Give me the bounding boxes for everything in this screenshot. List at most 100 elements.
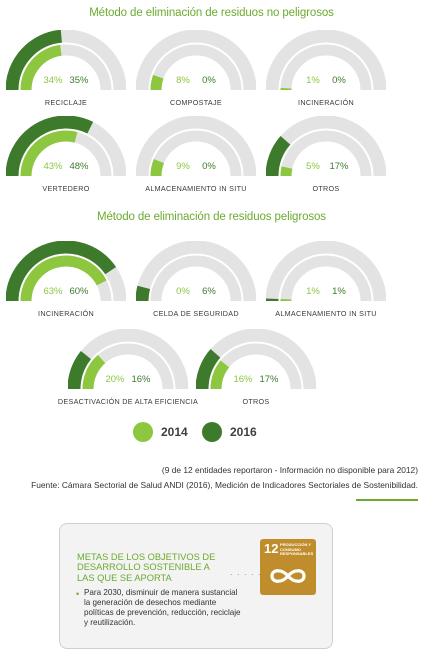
gauge-category-label: DESACTIVACIÓN DE ALTA EFICIENCIA [57, 397, 199, 406]
sdg-number: 12 [264, 541, 279, 556]
gauge-track-outer [136, 116, 256, 177]
gauge: 43% 48% VERTEDERO [6, 116, 126, 196]
gauge-track-outer [266, 241, 386, 302]
gauge-arc-2014 [82, 354, 106, 390]
title-no-peligrosos: Método de eliminación de residuos no pel… [89, 7, 334, 19]
note-entidades: (9 de 12 entidades reportaron - Informac… [161, 465, 418, 475]
legend: 2014 2016 [0, 422, 423, 446]
legend-2016: 2016 [202, 422, 257, 442]
value-2016: 6% [202, 286, 216, 297]
value-2014: 9% [176, 161, 190, 172]
gauge-svg: 20% 16% [68, 329, 188, 390]
value-2014: 5% [306, 161, 320, 172]
gauge-track-inner [210, 343, 302, 390]
gauge-track-outer [266, 30, 386, 91]
gauge-arc-2016 [196, 349, 221, 390]
gauge-svg: 9% 0% [136, 116, 256, 177]
value-2014: 16% [233, 374, 253, 385]
sdg-box-title: METAS DE LOS OBJETIVOS DE DESARROLLO SOS… [77, 552, 216, 583]
gauge-arc-2016 [266, 136, 291, 177]
gauge-track-inner [150, 130, 242, 177]
gauge-svg: 0% 6% [136, 241, 256, 302]
gauge-arc-2014 [20, 130, 78, 177]
value-2014: 1% [306, 286, 320, 297]
sdg-targets-box: METAS DE LOS OBJETIVOS DE DESARROLLO SOS… [59, 523, 333, 649]
gauge-svg: 1% 1% [266, 241, 386, 302]
legend-2016-swatch [202, 422, 222, 442]
gauge-track-inner [280, 130, 372, 177]
value-2016: 0% [332, 75, 346, 86]
gauge-track-outer [136, 241, 256, 302]
gauge-category-label: INCINERACIÓN [298, 98, 354, 107]
sdg-text: PRODUCCIÓN Y CONSUMO RESPONSABLES [280, 542, 314, 557]
gauge-track-outer [136, 30, 256, 91]
gauge-arc-2014 [150, 159, 165, 177]
gauge: 8% 0% COMPOSTAJE [136, 30, 256, 110]
gauge-arc-2014 [20, 44, 62, 91]
value-2016: 17% [259, 374, 279, 385]
bullet-icon: • [76, 589, 80, 599]
gauge-arc-2014 [150, 74, 164, 91]
value-2014: 8% [176, 75, 190, 86]
gauge-category-label: ALMACENAMIENTO IN SITU [145, 184, 247, 193]
gauge-svg: 16% 17% [196, 329, 316, 390]
gauge-arc-2016 [6, 116, 94, 177]
gauge: 16% 17% OTROS [196, 329, 316, 409]
gauge-category-label: CELDA DE SEGURIDAD [153, 309, 239, 318]
value-2016: 60% [69, 286, 89, 297]
value-2016: 16% [131, 374, 151, 385]
gauge-svg: 34% 35% [6, 30, 126, 91]
gauge-arc-2016 [136, 285, 151, 302]
value-2014: 63% [43, 286, 63, 297]
gauge-category-label: INCINERACIÓN [38, 309, 94, 318]
value-2016: 48% [69, 161, 89, 172]
gauge-arc-2016 [68, 351, 92, 390]
gauge-arc-2016 [6, 30, 63, 91]
gauge-svg: 43% 48% [6, 116, 126, 177]
legend-2014: 2014 [133, 422, 188, 442]
gauge-arc-2016 [6, 241, 117, 302]
gauge-track-inner [150, 255, 242, 302]
gauge-category-label: OTROS [242, 397, 270, 406]
value-2014: 20% [105, 374, 125, 385]
value-2016: 0% [202, 75, 216, 86]
value-2014: 43% [43, 161, 63, 172]
gauge-arc-2014 [210, 360, 230, 390]
gauge-track-inner [150, 44, 242, 91]
sdg-box-bullet: • Para 2030, disminuir de manera sustanc… [76, 588, 244, 628]
divider [356, 499, 418, 501]
value-2016: 0% [202, 161, 216, 172]
gauge-arc-2014 [20, 255, 107, 302]
note-fuente: Fuente: Cámara Sectorial de Salud ANDI (… [31, 480, 418, 490]
value-2014: 0% [176, 286, 190, 297]
value-2014: 34% [43, 75, 63, 86]
legend-2016-label: 2016 [230, 425, 257, 439]
gauge-category-label: ALMACENAMIENTO IN SITU [275, 309, 377, 318]
gauge-arc-2014 [280, 166, 293, 177]
gauge: 1% 0% INCINERACIÓN [266, 30, 386, 110]
value-2014: 1% [306, 75, 320, 86]
value-2016: 17% [329, 161, 349, 172]
gauge-svg: 8% 0% [136, 30, 256, 91]
gauge: 9% 0% ALMACENAMIENTO IN SITU [136, 116, 256, 196]
gauge-category-label: VERTEDERO [42, 184, 90, 193]
sdg-12-logo: 12 PRODUCCIÓN Y CONSUMO RESPONSABLES [260, 539, 316, 595]
title-peligrosos: Método de eliminación de residuos peligr… [97, 211, 326, 223]
gauge-category-label: RECICLAJE [44, 98, 88, 107]
infinity-icon [270, 569, 306, 583]
legend-2014-label: 2014 [161, 425, 188, 439]
gauge-svg: 5% 17% [266, 116, 386, 177]
gauge-track-inner [280, 255, 372, 302]
gauge-track-inner [82, 343, 174, 390]
gauge: 1% 1% ALMACENAMIENTO IN SITU [266, 241, 386, 321]
value-2016: 1% [332, 286, 346, 297]
sdg-box-dots: . . . . . [230, 567, 262, 577]
gauge: 0% 6% CELDA DE SEGURIDAD [136, 241, 256, 321]
gauge: 20% 16% DESACTIVACIÓN DE ALTA EFICIENCIA [58, 329, 198, 409]
gauge-svg: 63% 60% [6, 241, 126, 302]
sdg-box-bullet-text: Para 2030, disminuir de manera sustancia… [84, 588, 241, 627]
legend-2014-swatch [133, 422, 153, 442]
gauge-category-label: OTROS [312, 184, 340, 193]
gauge-svg: 1% 0% [266, 30, 386, 91]
gauge-category-label: COMPOSTAJE [170, 98, 222, 107]
